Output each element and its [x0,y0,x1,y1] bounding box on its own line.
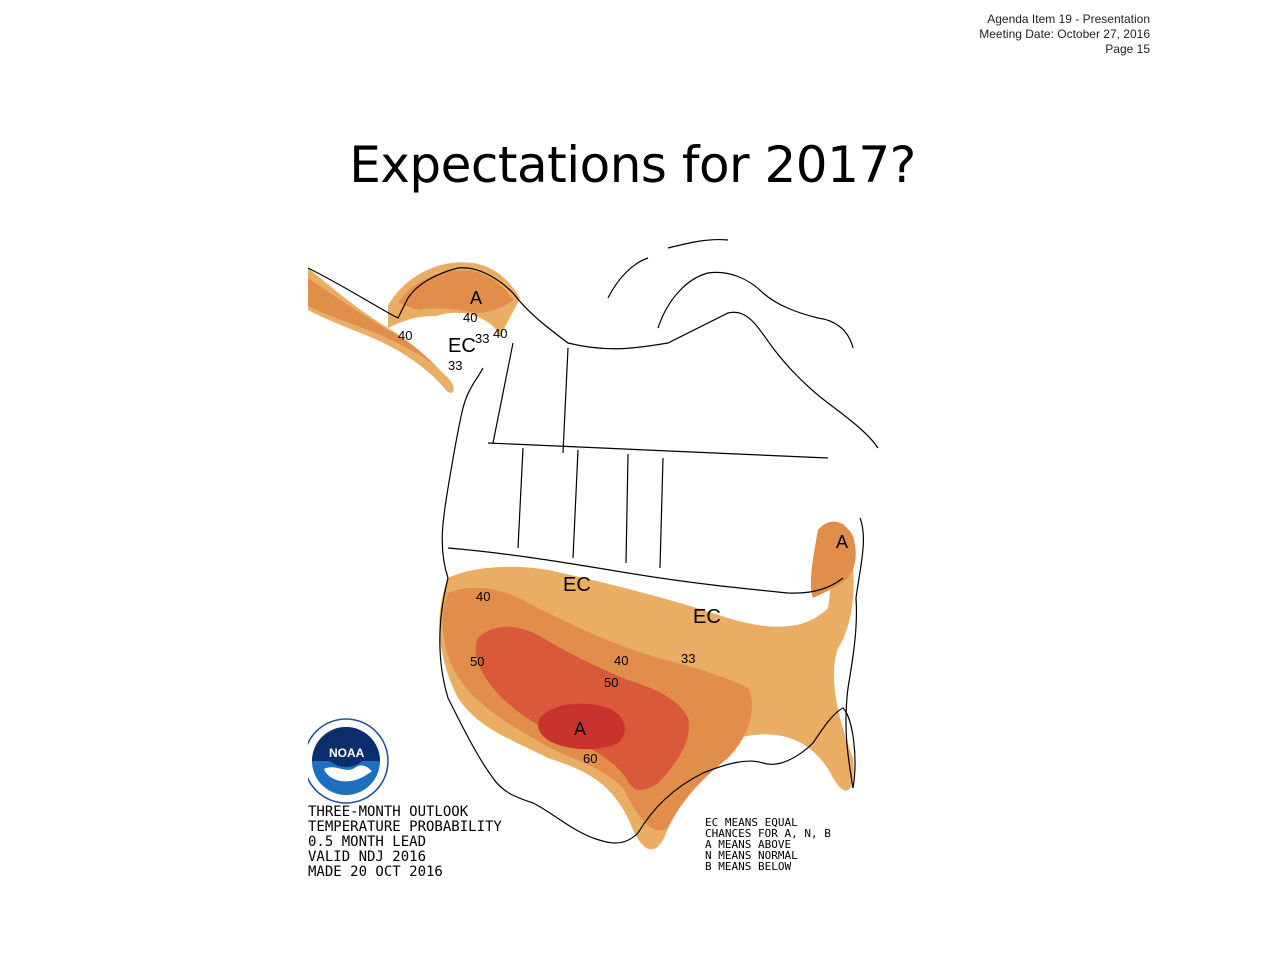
us-above-70-region [538,703,625,750]
alaska-above-region-core [308,278,438,368]
contour-40-west: 40 [476,589,490,604]
land-outline [308,238,879,844]
caption-line-5: MADE 20 OCT 2016 [308,864,443,880]
page-number-text: Page 15 [1105,42,1150,56]
contour-33-central: 33 [681,651,695,666]
agenda-item-text: Agenda Item 19 - Presentation [987,12,1150,26]
alaska-ec-area [418,312,500,360]
legend-line-1: EC MEANS EQUAL [705,816,798,829]
northeast-above-region [810,521,856,598]
alaska-contour-33-bottom: 33 [448,358,462,373]
temperature-outlook-map: A 40 33 40 40 EC 33 A EC EC 40 50 40 33 … [308,238,879,880]
caption-line-3: 0.5 MONTH LEAD [308,834,426,850]
northeast-above-label: A [836,532,848,552]
caption-line-4: VALID NDJ 2016 [308,849,426,865]
legend-line-3: A MEANS ABOVE [705,838,791,851]
caption-line-1: THREE-MONTH OUTLOOK [308,804,469,820]
legend-line-5: B MEANS BELOW [705,860,791,873]
alaska-ec-label: EC [448,335,476,357]
noaa-logo-text: NOAA [329,746,365,760]
alaska-contour-40-top: 40 [463,310,477,325]
alaska-contour-40-right: 40 [493,326,507,341]
contour-60-south: 60 [583,751,597,766]
contour-50-west: 50 [470,654,484,669]
contour-40-central: 40 [614,653,628,668]
contour-50-central: 50 [604,675,618,690]
legend-line-4: N MEANS NORMAL [705,849,798,862]
noaa-logo-icon: NOAA [308,718,389,804]
page-header: Agenda Item 19 - Presentation Meeting Da… [979,12,1150,57]
alaska-contour-40-left: 40 [398,328,412,343]
caption-line-2: TEMPERATURE PROBABILITY [308,819,502,835]
northern-plains-ec-label: EC [563,574,591,596]
alaska-above-label: A [470,288,482,308]
meeting-date-text: Meeting Date: October 27, 2016 [979,27,1150,41]
slide-title: Expectations for 2017? [349,136,916,194]
southwest-above-label: A [574,719,586,739]
great-lakes-ec-label: EC [693,606,721,628]
legend-line-2: CHANCES FOR A, N, B [705,827,831,840]
alaska-contour-33-right: 33 [475,331,489,346]
